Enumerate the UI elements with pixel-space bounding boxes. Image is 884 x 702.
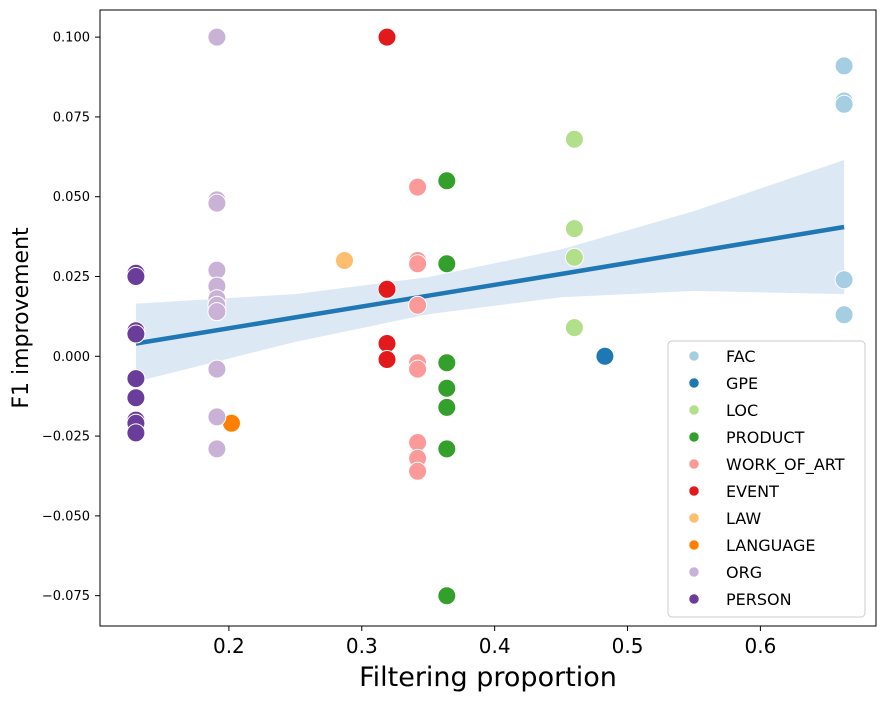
point-product — [437, 378, 457, 398]
point-event — [377, 334, 397, 353]
legend-label-product: PRODUCT — [726, 428, 805, 447]
point-product — [437, 171, 457, 191]
legend-label-work-of-art: WORK_OF_ART — [726, 455, 845, 475]
legend-label-event: EVENT — [726, 482, 779, 501]
point-event — [377, 27, 397, 47]
point-person — [126, 388, 146, 408]
point-org — [207, 193, 227, 213]
point-work-of-art — [408, 461, 428, 481]
y-tick-label: −0.025 — [42, 430, 90, 445]
legend-box — [667, 340, 866, 618]
legend-marker-event — [688, 485, 700, 497]
point-event — [377, 350, 397, 369]
x-ticks: 0.2 0.3 0.4 0.5 0.6 — [213, 626, 776, 658]
point-work-of-art — [408, 254, 428, 274]
legend-label-fac: FAC — [726, 347, 756, 366]
point-org — [207, 27, 227, 47]
points-layer — [126, 27, 854, 606]
confidence-band — [135, 160, 845, 382]
point-fac — [834, 94, 854, 114]
legend: FAC GPE LOC PRODUCT WORK_OF_ART EVENT LAW LANGU… — [667, 340, 866, 618]
legend-marker-org — [688, 566, 700, 578]
point-product — [437, 439, 457, 459]
point-org — [207, 439, 227, 459]
legend-label-language: LANGUAGE — [726, 536, 815, 555]
y-ticks: 0.100 0.075 0.050 0.025 0.000 −0.025 −0.050 −0.… — [42, 31, 100, 604]
y-tick-label: −0.075 — [42, 589, 90, 604]
legend-marker-language — [688, 539, 700, 551]
legend-label-gpe: GPE — [726, 374, 758, 393]
x-tick-label: 0.5 — [612, 634, 644, 658]
regression-line — [135, 224, 845, 346]
point-person — [126, 369, 146, 389]
point-work-of-art — [408, 433, 428, 452]
legend-marker-gpe — [688, 377, 700, 389]
y-tick-label: 0.100 — [53, 31, 90, 46]
y-tick-label: 0.075 — [53, 110, 90, 125]
point-org — [207, 359, 227, 379]
point-org — [207, 407, 227, 427]
legend-label-person: PERSON — [726, 590, 792, 609]
y-tick-label: 0.000 — [53, 350, 90, 365]
legend-label-law: LAW — [726, 509, 761, 528]
y-tick-label: 0.025 — [53, 270, 90, 285]
point-gpe — [595, 346, 615, 366]
point-loc — [564, 247, 584, 267]
point-work-of-art — [408, 295, 428, 315]
legend-marker-fac — [688, 350, 700, 362]
regression-line-layer — [135, 224, 845, 346]
point-person — [126, 324, 146, 344]
legend-marker-person — [688, 593, 700, 605]
point-product — [437, 353, 457, 373]
point-event — [377, 279, 397, 299]
point-loc — [564, 318, 584, 338]
x-tick-label: 0.3 — [346, 634, 378, 658]
point-loc — [564, 129, 584, 149]
point-person — [126, 423, 146, 443]
legend-marker-work-of-art — [688, 458, 700, 470]
point-org — [207, 260, 227, 280]
point-work-of-art — [408, 359, 428, 379]
legend-marker-loc — [688, 404, 700, 416]
point-person — [126, 267, 146, 286]
y-tick-label: 0.050 — [53, 190, 90, 205]
legend-entries: FAC GPE LOC PRODUCT WORK_OF_ART EVENT LAW LANGU… — [688, 347, 845, 609]
point-product — [437, 254, 457, 274]
point-work-of-art — [408, 177, 428, 197]
y-tick-label: −0.050 — [42, 509, 90, 524]
point-loc — [564, 219, 584, 239]
point-product — [437, 586, 457, 606]
legend-marker-law — [688, 512, 700, 524]
x-tick-label: 0.6 — [744, 634, 776, 658]
point-law — [335, 251, 354, 270]
confidence-band-layer — [135, 160, 845, 382]
legend-marker-product — [688, 431, 700, 443]
point-fac — [834, 305, 854, 325]
x-axis-title: Filtering proportion — [359, 662, 617, 693]
x-tick-label: 0.2 — [213, 634, 245, 658]
point-fac — [834, 56, 854, 76]
point-product — [437, 397, 457, 417]
point-fac — [834, 270, 854, 290]
legend-label-org: ORG — [726, 563, 762, 582]
point-org — [207, 302, 227, 322]
plot-frame — [99, 9, 877, 627]
x-tick-label: 0.4 — [479, 634, 511, 658]
legend-label-loc: LOC — [726, 401, 758, 420]
y-axis-title: F1 improvement — [9, 227, 34, 409]
